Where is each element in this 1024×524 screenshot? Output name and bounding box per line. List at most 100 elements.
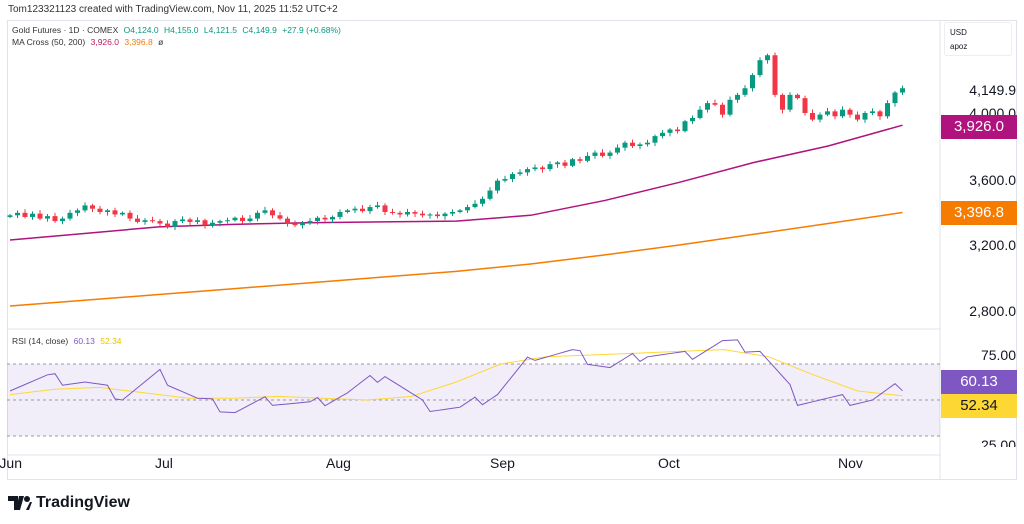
symbol-legend: Gold Futures · 1D · COMEX O4,124.0 H4,15…	[12, 25, 344, 35]
candle	[855, 114, 860, 120]
ma-extra: ø	[158, 37, 164, 47]
ma200-value: 3,396.8	[124, 37, 153, 47]
candle	[555, 162, 560, 165]
time-label: Jun	[0, 455, 22, 471]
candle	[810, 113, 815, 120]
rsi-ma-line	[9, 349, 903, 401]
candle	[232, 217, 238, 221]
rsi-label: RSI (14, close)	[12, 336, 69, 346]
time-label: Nov	[838, 455, 863, 471]
candle	[487, 190, 493, 199]
candle	[615, 147, 620, 153]
candle	[652, 136, 658, 143]
candle	[360, 208, 365, 212]
candle	[412, 212, 418, 214]
candle	[877, 111, 883, 117]
candle	[705, 103, 710, 110]
candle	[157, 221, 163, 224]
candle	[870, 111, 875, 113]
candle	[465, 207, 470, 211]
candle	[540, 167, 545, 170]
candle	[67, 212, 73, 219]
candle	[285, 218, 290, 224]
candle	[435, 214, 440, 217]
rsi-ma-value: 52.34	[100, 336, 122, 346]
rsi-line	[9, 339, 903, 414]
candle	[517, 172, 523, 175]
candle	[697, 109, 703, 118]
ma-legend[interactable]: MA Cross (50, 200) 3,926.0 3,396.8 ø	[12, 37, 166, 47]
change-value: +27.9 (+0.68%)	[282, 25, 341, 35]
time-label: Oct	[658, 455, 680, 471]
candle	[150, 220, 155, 222]
candle	[757, 60, 763, 76]
candle	[607, 152, 613, 156]
time-label: Aug	[326, 455, 351, 471]
candle	[750, 75, 755, 89]
candle	[562, 162, 568, 166]
rsi-axis-label: 25.00	[980, 437, 1016, 447]
candle	[210, 222, 215, 226]
candle	[780, 94, 785, 110]
rsi-band	[7, 364, 940, 436]
candle	[255, 212, 260, 219]
candle	[502, 179, 508, 181]
candle	[727, 99, 733, 115]
candle	[547, 164, 553, 170]
candle	[585, 155, 590, 161]
candle	[390, 212, 395, 213]
candle	[315, 217, 320, 222]
candle	[600, 152, 605, 156]
candle	[330, 216, 335, 220]
currency-unit-box[interactable]: USD apoz	[944, 22, 1012, 56]
candle	[322, 217, 328, 220]
candle	[637, 144, 643, 146]
ma50-line	[9, 124, 903, 241]
candle	[165, 223, 170, 227]
candle	[442, 213, 448, 217]
candle	[787, 94, 793, 110]
ma-label: MA Cross (50, 200)	[12, 37, 86, 47]
candle	[832, 111, 838, 117]
candle	[420, 213, 425, 216]
candle	[30, 213, 35, 217]
candle	[742, 88, 748, 95]
candle	[405, 212, 410, 215]
candle	[862, 113, 868, 120]
rsi-axis-label: 75.00	[980, 347, 1016, 363]
candle	[112, 210, 118, 215]
brand-name: TradingView	[36, 494, 130, 511]
tradingview-logo[interactable]: TradingView	[8, 494, 130, 512]
candle	[307, 221, 313, 223]
candle	[90, 205, 95, 209]
candle	[735, 94, 740, 100]
ma50-value: 3,926.0	[90, 37, 119, 47]
price-label: 3,600.0	[969, 172, 1016, 188]
candle	[225, 220, 230, 222]
candle	[825, 111, 830, 115]
candle	[630, 142, 635, 146]
rsi-legend[interactable]: RSI (14, close) 60.13 52.34	[12, 336, 125, 346]
candle	[772, 55, 778, 95]
candle	[97, 208, 103, 212]
candle	[127, 212, 133, 219]
low-value: L4,121.5	[203, 25, 237, 35]
chart-credit: Tom123321123 created with TradingView.co…	[8, 4, 338, 15]
candle	[660, 132, 665, 137]
candle	[457, 210, 463, 212]
candle	[187, 219, 193, 222]
candle	[450, 212, 455, 214]
candle	[622, 142, 628, 148]
candle	[847, 109, 853, 115]
candle	[277, 215, 283, 219]
candle	[352, 208, 358, 211]
candle	[840, 109, 845, 117]
ma200-line	[9, 211, 903, 307]
candle	[105, 210, 110, 212]
candle	[472, 203, 478, 208]
candle	[900, 88, 905, 93]
candle	[525, 169, 530, 173]
candle	[270, 210, 275, 216]
candle	[480, 198, 485, 204]
